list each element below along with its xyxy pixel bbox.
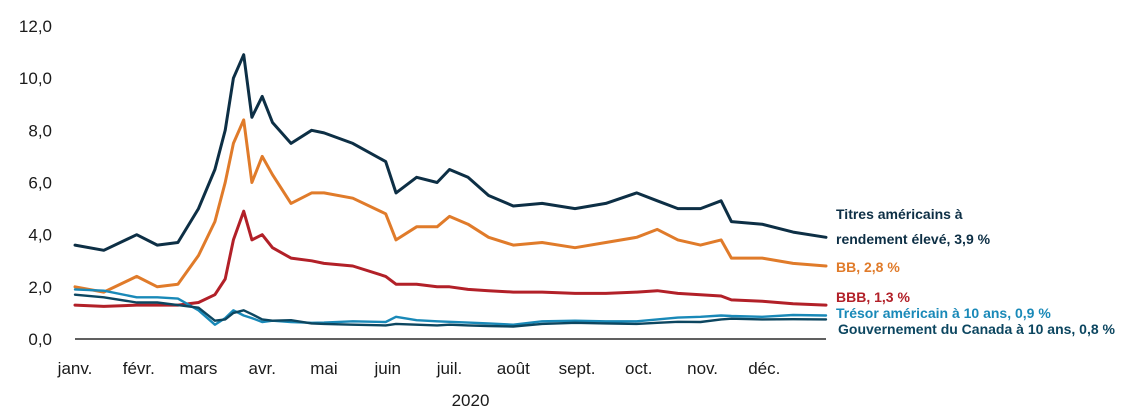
x-tick-label: mars [180, 359, 218, 378]
y-tick-label: 0,0 [28, 330, 52, 349]
series-line [73, 293, 828, 328]
series-line [73, 288, 828, 326]
series-label: Trésor américain à 10 ans, 0,9 % [836, 305, 1051, 321]
x-axis-title: 2020 [452, 391, 490, 410]
y-tick-label: 10,0 [19, 69, 52, 88]
series-line [73, 118, 828, 294]
x-tick-label: avr. [249, 359, 276, 378]
y-tick-label: 6,0 [28, 174, 52, 193]
series-lines [73, 53, 828, 328]
y-tick-label: 8,0 [28, 121, 52, 140]
x-tick-label: juin [374, 359, 401, 378]
series-line [73, 209, 828, 308]
series-label: rendement élevé, 3,9 % [836, 231, 991, 247]
y-tick-label: 12,0 [19, 17, 52, 36]
x-tick-label: oct. [625, 359, 652, 378]
series-label: BB, 2,8 % [836, 259, 900, 275]
x-tick-label: nov. [687, 359, 718, 378]
series-label: Gouvernement du Canada à 10 ans, 0,8 % [838, 321, 1116, 337]
x-tick-label: août [497, 359, 530, 378]
x-tick-label: févr. [123, 359, 155, 378]
series-labels: Titres américains à rendement élevé, 3,9 … [836, 206, 1116, 337]
y-tick-label: 2,0 [28, 278, 52, 297]
x-tick-label: juil. [436, 359, 463, 378]
y-tick-labels: 0,0 2,0 4,0 6,0 8,0 10,0 12,0 [19, 17, 52, 349]
x-tick-label: sept. [559, 359, 596, 378]
x-tick-label: janv. [57, 359, 93, 378]
x-tick-labels: janv. févr. mars avr. mai juin juil. août sept. o… [57, 359, 781, 378]
series-line [73, 53, 828, 252]
series-label: Titres américains à [836, 206, 963, 222]
y-tick-label: 4,0 [28, 226, 52, 245]
x-tick-label: déc. [748, 359, 780, 378]
x-tick-label: mai [310, 359, 337, 378]
series-label: BBB, 1,3 % [836, 289, 910, 305]
